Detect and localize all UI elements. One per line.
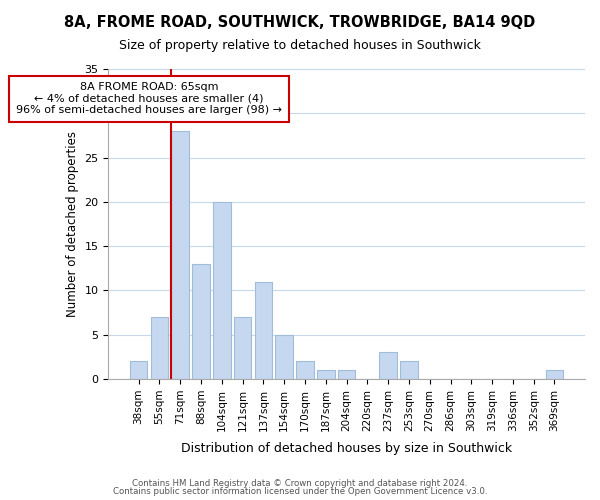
Bar [275,335,293,379]
Bar [213,202,230,379]
Text: Contains HM Land Registry data © Crown copyright and database right 2024.: Contains HM Land Registry data © Crown c… [132,478,468,488]
Text: 8A, FROME ROAD, SOUTHWICK, TROWBRIDGE, BA14 9QD: 8A, FROME ROAD, SOUTHWICK, TROWBRIDGE, B… [64,15,536,30]
Bar [296,362,314,379]
Bar [192,264,210,379]
Y-axis label: Number of detached properties: Number of detached properties [66,131,79,317]
Bar [545,370,563,379]
Bar [338,370,355,379]
X-axis label: Distribution of detached houses by size in Southwick: Distribution of detached houses by size … [181,442,512,455]
Text: Contains public sector information licensed under the Open Government Licence v3: Contains public sector information licen… [113,487,487,496]
Bar [234,317,251,379]
Bar [172,131,189,379]
Text: 8A FROME ROAD: 65sqm
← 4% of detached houses are smaller (4)
96% of semi-detache: 8A FROME ROAD: 65sqm ← 4% of detached ho… [16,82,282,116]
Bar [379,352,397,379]
Bar [317,370,335,379]
Bar [151,317,168,379]
Bar [130,362,148,379]
Bar [400,362,418,379]
Text: Size of property relative to detached houses in Southwick: Size of property relative to detached ho… [119,39,481,52]
Bar [254,282,272,379]
